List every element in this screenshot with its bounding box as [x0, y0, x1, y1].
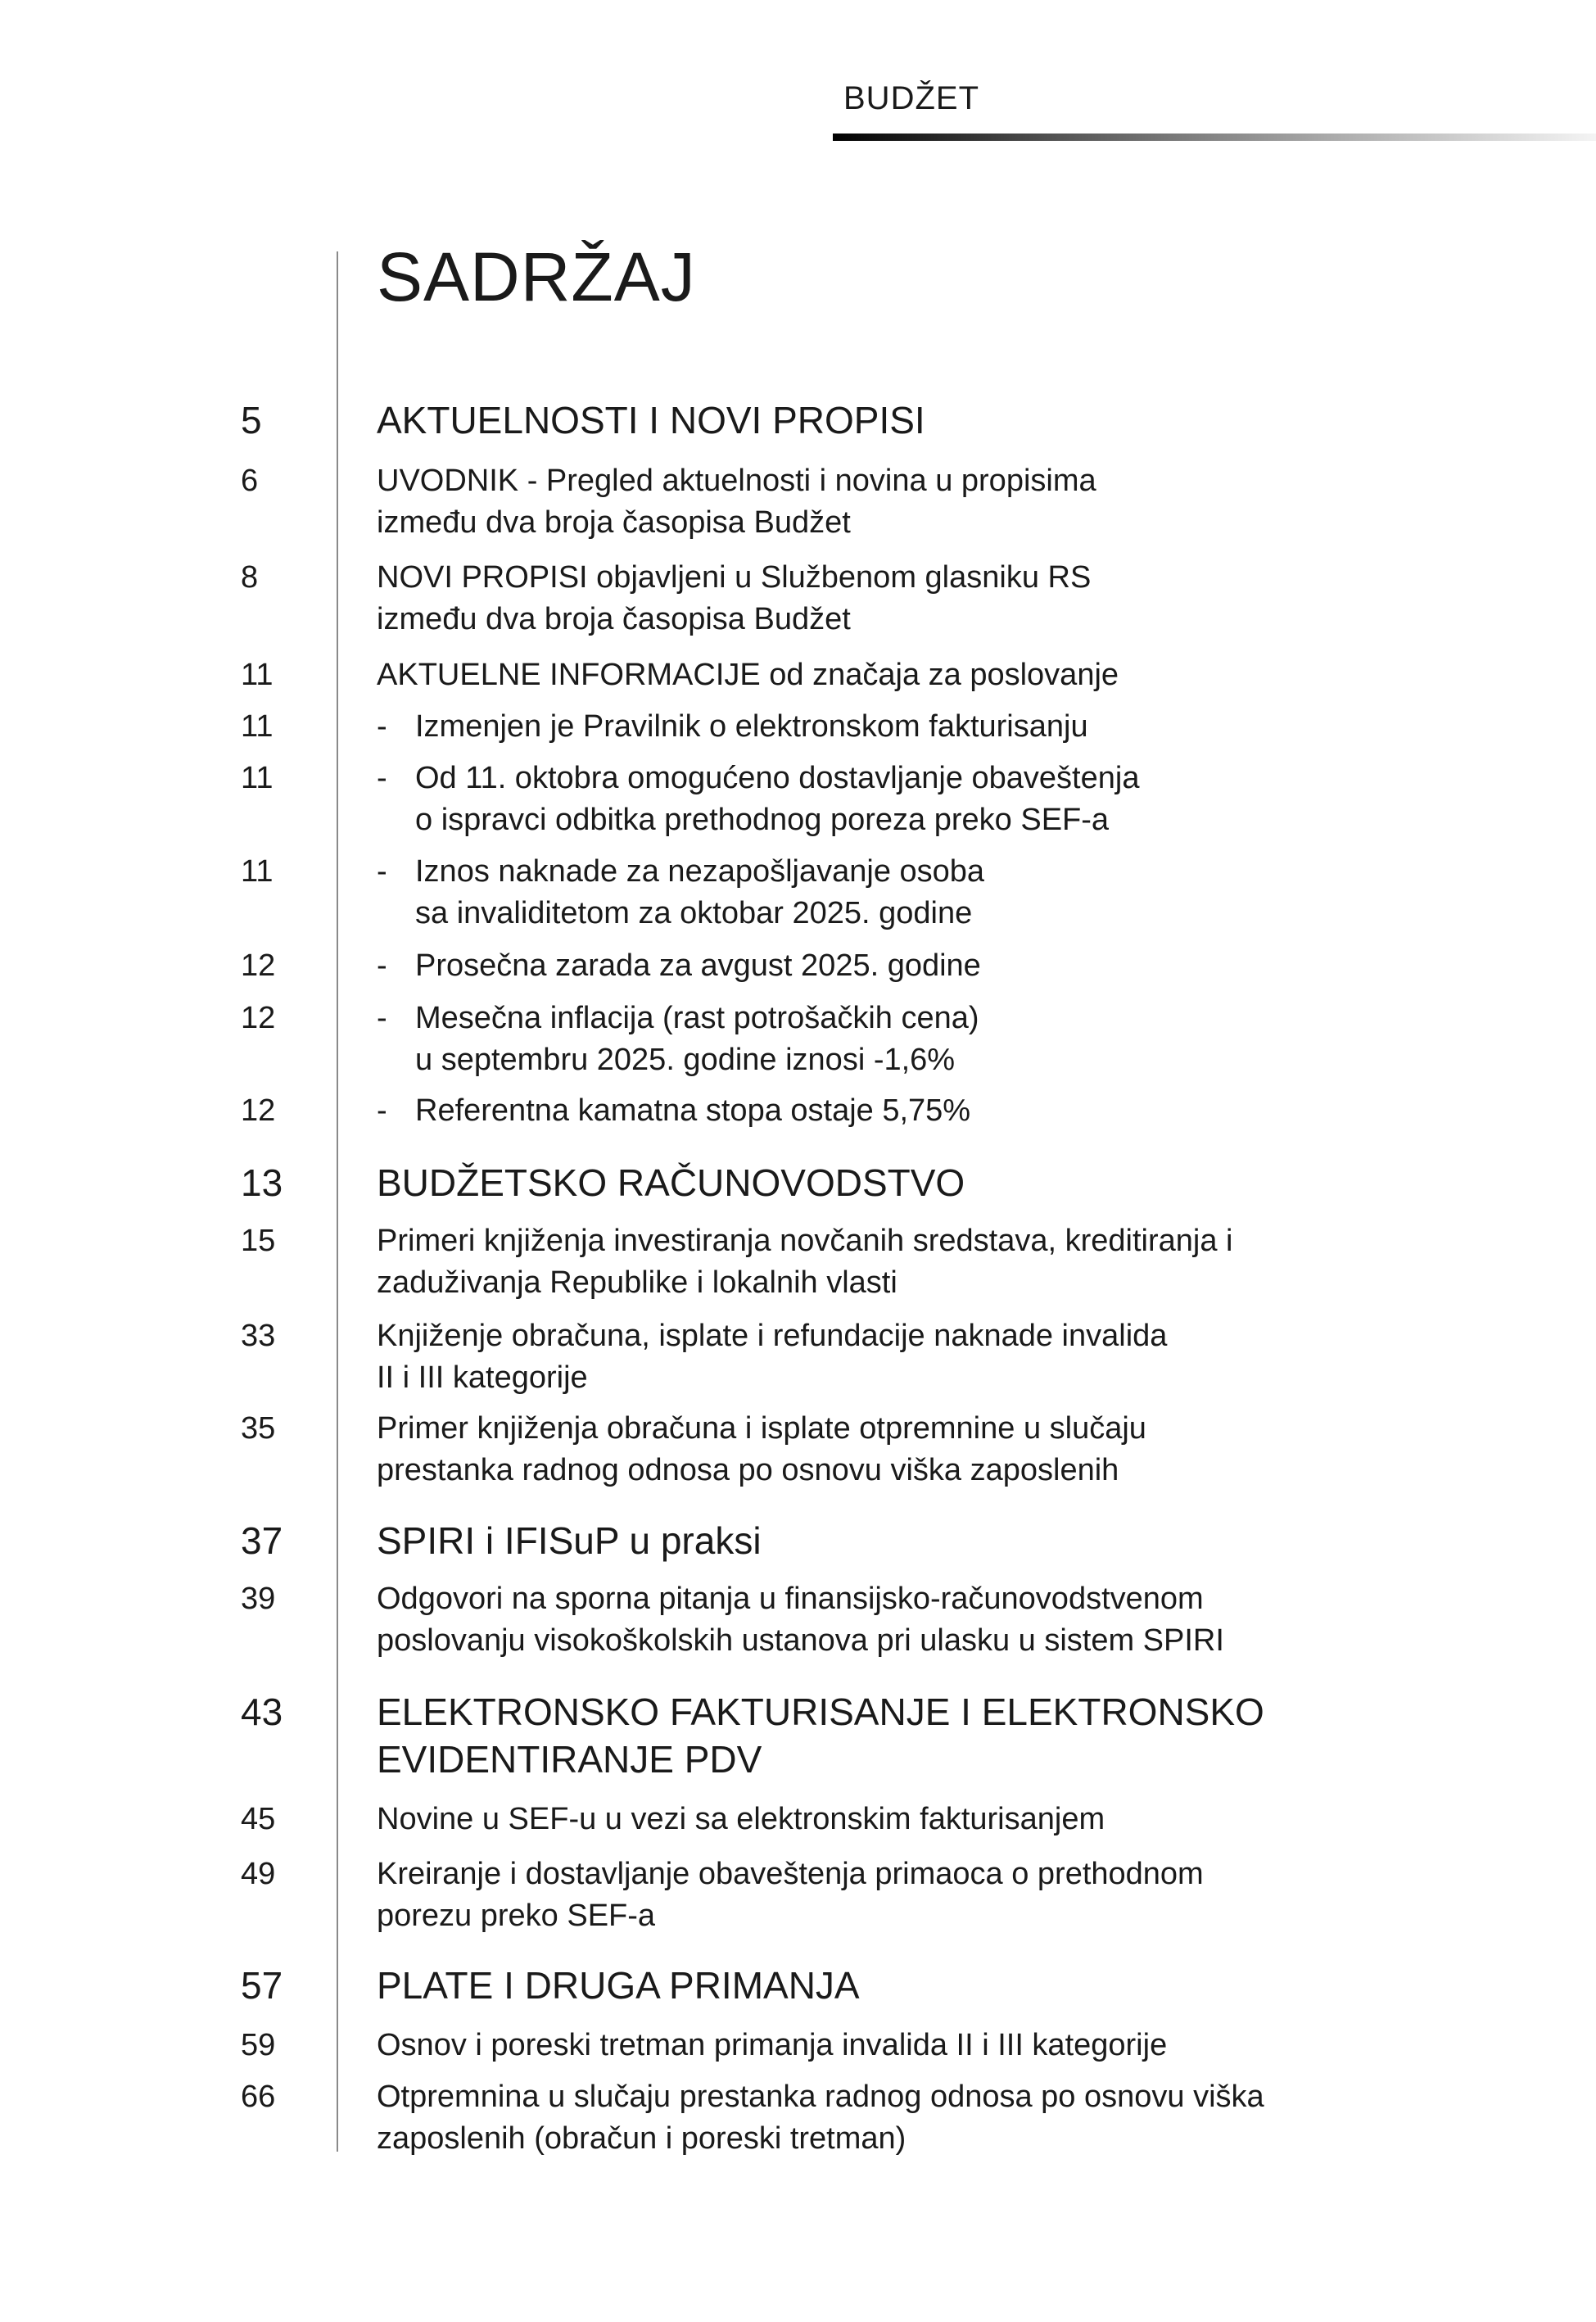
- entry-title: Primer knjiženja obračuna i isplate otpr…: [377, 1408, 1441, 1491]
- page-title: SADRŽAJ: [377, 238, 696, 315]
- entry-title: Mesečna inflacija (rast potrošačkih cena…: [415, 998, 1480, 1081]
- entry-title-line: Knjiženje obračuna, isplate i refundacij…: [377, 1319, 1168, 1353]
- entry-title-line: Osnov i poreski tretman primanja invalid…: [377, 2028, 1168, 2062]
- entry-title: AKTUELNE INFORMACIJE od značaja za poslo…: [377, 654, 1441, 696]
- page-number: 12: [241, 948, 276, 983]
- page-number: 57: [241, 1964, 283, 2007]
- entry-title-line: Kreiranje i dostavljanje obaveštenja pri…: [377, 1857, 1204, 1891]
- header-gradient-rule: [833, 134, 1596, 141]
- entry-title: ELEKTRONSKO FAKTURISANJE I ELEKTRONSKO EV…: [377, 1688, 1441, 1783]
- page-number: 43: [241, 1691, 283, 1733]
- entry-title-line: II i III kategorije: [377, 1360, 588, 1395]
- page-number: 5: [241, 399, 262, 441]
- entry-title: UVODNIK - Pregled aktuelnosti i novina u…: [377, 460, 1441, 544]
- page-number: 66: [241, 2080, 276, 2114]
- bullet-dash: -: [377, 709, 387, 744]
- entry-title: Od 11. oktobra omogućeno dostavljanje ob…: [415, 758, 1480, 841]
- entry-title: Prosečna zarada za avgust 2025. godine: [415, 945, 1480, 987]
- entry-title-line: između dva broja časopisa Budžet: [377, 602, 851, 636]
- entry-title: SPIRI i IFISuP u praksi: [377, 1517, 1441, 1564]
- page-number: 11: [241, 658, 274, 692]
- entry-title: Izmenjen je Pravilnik o elektronskom fak…: [415, 706, 1480, 748]
- bullet-dash: -: [377, 948, 387, 983]
- entry-title-line: Odgovori na sporna pitanja u finansijsko…: [377, 1582, 1204, 1616]
- page-number: 11: [241, 761, 274, 795]
- entry-title: Primeri knjiženja investiranja novčanih …: [377, 1220, 1441, 1304]
- entry-title-line: Iznos naknade za nezapošljavanje osoba: [415, 854, 985, 889]
- entry-title-line: NOVI PROPISI objavljeni u Službenom glas…: [377, 560, 1092, 595]
- bullet-dash: -: [377, 1093, 387, 1128]
- vertical-divider: [337, 251, 338, 2152]
- page-number: 15: [241, 1224, 276, 1258]
- entry-title-line: ELEKTRONSKO FAKTURISANJE I ELEKTRONSKO: [377, 1691, 1264, 1733]
- entry-title-line: poslovanju visokoškolskih ustanova pri u…: [377, 1623, 1224, 1658]
- entry-title-line: između dva broja časopisa Budžet: [377, 505, 851, 540]
- entry-title: BUDŽETSKO RAČUNOVODSTVO: [377, 1159, 1441, 1206]
- entry-title-line: SPIRI i IFISuP u praksi: [377, 1519, 762, 1562]
- entry-title-line: Referentna kamatna stopa ostaje 5,75%: [415, 1093, 971, 1128]
- page-number: 11: [241, 854, 274, 889]
- entry-title-line: Novine u SEF-u u vezi sa elektronskim fa…: [377, 1802, 1105, 1836]
- entry-title: Referentna kamatna stopa ostaje 5,75%: [415, 1090, 1480, 1132]
- entry-title-line: Primeri knjiženja investiranja novčanih …: [377, 1224, 1233, 1258]
- entry-title: Kreiranje i dostavljanje obaveštenja pri…: [377, 1854, 1441, 1937]
- entry-title-line: AKTUELNE INFORMACIJE od značaja za poslo…: [377, 658, 1119, 692]
- entry-title-line: o ispravci odbitka prethodnog poreza pre…: [415, 803, 1110, 837]
- entry-title-line: zaposlenih (obračun i poreski tretman): [377, 2121, 907, 2156]
- entry-title-line: EVIDENTIRANJE PDV: [377, 1738, 762, 1781]
- page-number: 13: [241, 1161, 283, 1204]
- bullet-dash: -: [377, 854, 387, 889]
- entry-title-line: Od 11. oktobra omogućeno dostavljanje ob…: [415, 761, 1140, 795]
- entry-title-line: Mesečna inflacija (rast potrošačkih cena…: [415, 1001, 979, 1035]
- entry-title-line: sa invaliditetom za oktobar 2025. godine: [415, 896, 973, 930]
- entry-title-line: Primer knjiženja obračuna i isplate otpr…: [377, 1411, 1146, 1446]
- page-number: 45: [241, 1802, 276, 1836]
- page-number: 11: [241, 709, 274, 744]
- entry-title: Otpremnina u slučaju prestanka radnog od…: [377, 2076, 1441, 2160]
- entry-title: Knjiženje obračuna, isplate i refundacij…: [377, 1315, 1441, 1399]
- entry-title-line: u septembru 2025. godine iznosi -1,6%: [415, 1043, 956, 1077]
- page-number: 8: [241, 560, 259, 595]
- entry-title-line: AKTUELNOSTI I NOVI PROPISI: [377, 399, 925, 441]
- entry-title: Iznos naknade za nezapošljavanje osoba sa…: [415, 851, 1480, 935]
- entry-title-line: porezu preko SEF-a: [377, 1899, 656, 1933]
- page-number: 59: [241, 2028, 276, 2062]
- entry-title-line: BUDŽETSKO RAČUNOVODSTVO: [377, 1161, 965, 1204]
- bullet-dash: -: [377, 761, 387, 795]
- running-header: BUDŽET: [843, 80, 979, 116]
- entry-title: Osnov i poreski tretman primanja invalid…: [377, 2025, 1441, 2066]
- entry-title-line: prestanka radnog odnosa po osnovu viška …: [377, 1453, 1119, 1487]
- entry-title: Novine u SEF-u u vezi sa elektronskim fa…: [377, 1799, 1441, 1840]
- page-number: 37: [241, 1519, 283, 1562]
- entry-title: AKTUELNOSTI I NOVI PROPISI: [377, 396, 1441, 444]
- entry-title-line: UVODNIK - Pregled aktuelnosti i novina u…: [377, 464, 1096, 498]
- page-number: 12: [241, 1093, 276, 1128]
- page-number: 12: [241, 1001, 276, 1035]
- page-number: 49: [241, 1857, 276, 1891]
- entry-title: Odgovori na sporna pitanja u finansijsko…: [377, 1578, 1441, 1662]
- entry-title-line: PLATE I DRUGA PRIMANJA: [377, 1964, 860, 2007]
- page-number: 39: [241, 1582, 276, 1616]
- entry-title: PLATE I DRUGA PRIMANJA: [377, 1962, 1441, 2009]
- entry-title-line: Prosečna zarada za avgust 2025. godine: [415, 948, 981, 983]
- entry-title-line: Izmenjen je Pravilnik o elektronskom fak…: [415, 709, 1088, 744]
- entry-title-line: zaduživanja Republike i lokalnih vlasti: [377, 1265, 897, 1300]
- page-number: 35: [241, 1411, 276, 1446]
- entry-title-line: Otpremnina u slučaju prestanka radnog od…: [377, 2080, 1264, 2114]
- page-number: 6: [241, 464, 259, 498]
- entry-title: NOVI PROPISI objavljeni u Službenom glas…: [377, 557, 1441, 640]
- bullet-dash: -: [377, 1001, 387, 1035]
- page-number: 33: [241, 1319, 276, 1353]
